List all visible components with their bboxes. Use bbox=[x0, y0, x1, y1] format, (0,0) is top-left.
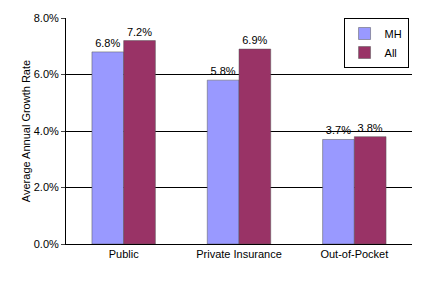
svg-text:All: All bbox=[385, 47, 397, 59]
svg-text:Public: Public bbox=[109, 248, 139, 260]
svg-text:3.8%: 3.8% bbox=[358, 122, 383, 134]
svg-text:6.9%: 6.9% bbox=[242, 34, 267, 46]
svg-text:8.0%: 8.0% bbox=[34, 12, 59, 24]
svg-text:3.7%: 3.7% bbox=[326, 124, 351, 136]
svg-text:Average Annual Growth Rate: Average Annual Growth Rate bbox=[20, 60, 32, 202]
svg-text:7.2%: 7.2% bbox=[127, 26, 152, 38]
svg-text:Out-of-Pocket: Out-of-Pocket bbox=[320, 248, 388, 260]
svg-text:Private Insurance: Private Insurance bbox=[196, 248, 282, 260]
svg-text:MH: MH bbox=[385, 28, 402, 40]
svg-text:6.8%: 6.8% bbox=[95, 37, 120, 49]
svg-text:2.0%: 2.0% bbox=[34, 181, 59, 193]
svg-text:4.0%: 4.0% bbox=[34, 125, 59, 137]
svg-text:6.0%: 6.0% bbox=[34, 68, 59, 80]
svg-text:0.0%: 0.0% bbox=[34, 238, 59, 250]
svg-text:5.8%: 5.8% bbox=[210, 65, 235, 77]
